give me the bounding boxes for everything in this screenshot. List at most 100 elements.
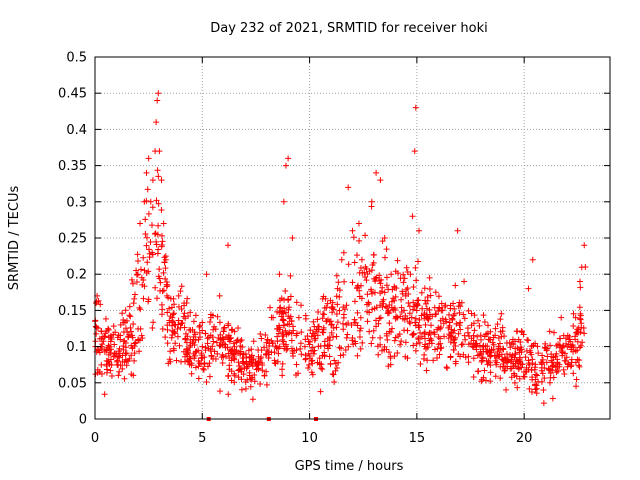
data-point [573, 383, 580, 390]
data-point [187, 309, 194, 316]
data-point [394, 270, 401, 277]
data-point [129, 332, 136, 339]
data-point [173, 357, 180, 364]
data-point [199, 319, 206, 326]
data-point [203, 271, 210, 278]
data-point [370, 327, 377, 334]
data-point [544, 353, 551, 360]
data-point [511, 338, 518, 345]
data-point [388, 271, 395, 278]
data-point [279, 366, 286, 373]
data-point [384, 336, 391, 343]
data-point [248, 359, 255, 366]
data-point [255, 347, 262, 354]
data-point [210, 338, 217, 345]
data-point [207, 314, 214, 321]
data-point [410, 330, 417, 337]
data-point [309, 371, 316, 378]
data-point [302, 336, 309, 343]
data-point [258, 354, 265, 361]
data-point [403, 264, 410, 271]
data-point [228, 368, 235, 375]
data-point [383, 330, 390, 337]
data-point [285, 297, 292, 304]
data-point [217, 335, 224, 342]
data-point [447, 332, 454, 339]
data-point [177, 324, 184, 331]
data-point [449, 316, 456, 323]
data-point [274, 308, 281, 315]
data-point [220, 336, 227, 343]
data-point [381, 289, 388, 296]
data-point [352, 338, 359, 345]
data-point [344, 331, 351, 338]
data-point [354, 252, 361, 259]
data-point [481, 367, 488, 374]
data-point [283, 331, 290, 338]
data-point [162, 275, 169, 282]
data-point [128, 328, 135, 335]
data-point [140, 254, 147, 261]
data-point [459, 341, 466, 348]
data-point [154, 167, 161, 174]
data-point [364, 291, 371, 298]
data-point [306, 338, 313, 345]
data-point [153, 197, 160, 204]
data-point [100, 338, 107, 345]
data-point [550, 374, 557, 381]
data-point [195, 375, 202, 382]
data-point [159, 238, 166, 245]
data-point [553, 369, 560, 376]
data-point [550, 353, 557, 360]
data-point [126, 355, 133, 362]
data-point [258, 335, 265, 342]
data-point [168, 334, 175, 341]
data-point [163, 281, 170, 288]
y-tick-label: 0.4 [66, 123, 87, 138]
data-point [198, 355, 205, 362]
data-point [235, 324, 242, 331]
data-point [525, 337, 532, 344]
data-point [255, 358, 262, 365]
data-point [570, 323, 577, 330]
data-point [198, 350, 205, 357]
data-point [543, 359, 550, 366]
data-point [456, 309, 463, 316]
data-point [257, 330, 264, 337]
data-point [554, 367, 561, 374]
data-point [383, 246, 390, 253]
data-point [539, 356, 546, 363]
data-point [426, 286, 433, 293]
data-point [152, 230, 159, 237]
data-point [321, 311, 328, 318]
data-point [155, 273, 162, 280]
data-point [302, 356, 309, 363]
data-point [164, 282, 171, 289]
data-point [464, 325, 471, 332]
data-point [329, 370, 336, 377]
data-point [447, 354, 454, 361]
data-point [570, 348, 577, 355]
data-point [504, 363, 511, 370]
data-point [290, 353, 297, 360]
data-point [170, 311, 177, 318]
data-point [439, 307, 446, 314]
data-point [528, 366, 535, 373]
data-point [182, 335, 189, 342]
data-point [220, 328, 227, 335]
data-point [106, 358, 113, 365]
data-point [529, 376, 536, 383]
data-point [122, 307, 129, 314]
data-point [381, 235, 388, 241]
data-point [351, 316, 358, 323]
data-point [546, 328, 553, 335]
data-point [117, 362, 124, 369]
data-point [145, 268, 152, 275]
data-point [149, 324, 156, 331]
data-point [417, 360, 424, 367]
data-point [104, 366, 111, 373]
data-point [115, 353, 122, 360]
data-point [273, 326, 280, 333]
data-point [134, 251, 141, 258]
data-point [187, 327, 194, 334]
